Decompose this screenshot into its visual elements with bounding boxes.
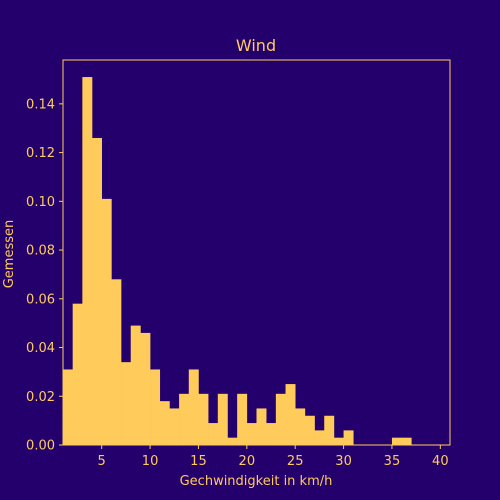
histogram-bar-29 bbox=[333, 437, 344, 445]
x-tick-label: 5 bbox=[98, 454, 106, 469]
y-tick-label: 0.04 bbox=[26, 341, 55, 356]
x-axis-label: Gechwindigkeit in km/h bbox=[180, 474, 333, 489]
y-tick-label: 0.12 bbox=[26, 146, 55, 161]
histogram-bar-14 bbox=[188, 369, 199, 445]
histogram-bar-27 bbox=[314, 430, 325, 445]
y-axis-ticks: 0.00 0.02 0.04 0.06 0.08 0.10 0.12 0.14 bbox=[26, 97, 63, 454]
histogram-bar-3 bbox=[82, 77, 93, 446]
histogram-bar-1 bbox=[63, 369, 73, 445]
x-tick-label: 25 bbox=[287, 454, 304, 469]
histogram-bar-9 bbox=[140, 332, 151, 445]
histogram-bar-18 bbox=[227, 437, 238, 445]
histogram-bar-8 bbox=[130, 325, 141, 445]
histogram-bar-5 bbox=[101, 198, 112, 445]
histogram-bar-35 bbox=[391, 437, 402, 445]
x-tick-label: 20 bbox=[239, 454, 256, 469]
histogram-bar-24 bbox=[285, 384, 296, 445]
histogram-bar-20 bbox=[246, 423, 257, 445]
histogram-bar-36 bbox=[401, 437, 412, 445]
y-axis-label: Gemessen bbox=[2, 220, 17, 289]
histogram-bar-6 bbox=[111, 279, 122, 445]
histogram-bar-22 bbox=[266, 423, 277, 445]
histogram-bar-7 bbox=[121, 362, 132, 445]
histogram-bar-16 bbox=[208, 423, 219, 445]
histogram-bar-12 bbox=[169, 408, 180, 445]
y-tick-label: 0.00 bbox=[26, 439, 55, 454]
y-tick-label: 0.02 bbox=[26, 390, 55, 405]
y-tick-label: 0.10 bbox=[26, 195, 55, 210]
histogram-bar-19 bbox=[237, 393, 248, 445]
x-tick-label: 10 bbox=[142, 454, 159, 469]
histogram-bars bbox=[63, 77, 412, 446]
y-tick-label: 0.06 bbox=[26, 292, 55, 307]
x-tick-label: 40 bbox=[432, 454, 449, 469]
histogram-bar-10 bbox=[150, 369, 161, 445]
histogram-bar-4 bbox=[92, 137, 102, 446]
x-tick-label: 30 bbox=[335, 454, 352, 469]
histogram-bar-21 bbox=[256, 408, 267, 445]
histogram-bar-2 bbox=[72, 303, 83, 445]
y-tick-label: 0.08 bbox=[26, 244, 55, 259]
chart-title: Wind bbox=[236, 36, 276, 55]
histogram-bar-17 bbox=[217, 393, 228, 445]
x-tick-label: 15 bbox=[190, 454, 207, 469]
x-axis-ticks: 5 10 15 20 25 30 35 40 bbox=[98, 445, 449, 469]
y-tick-label: 0.14 bbox=[26, 97, 55, 112]
histogram-bar-25 bbox=[295, 408, 306, 445]
histogram-bar-13 bbox=[179, 393, 190, 445]
histogram-bar-26 bbox=[304, 415, 315, 445]
histogram-bar-11 bbox=[159, 401, 170, 445]
histogram-bar-23 bbox=[275, 393, 286, 445]
plot-frame bbox=[62, 59, 451, 446]
histogram-bar-30 bbox=[343, 430, 354, 445]
histogram-bar-28 bbox=[324, 415, 335, 445]
histogram-bar-15 bbox=[198, 393, 209, 445]
x-tick-label: 35 bbox=[384, 454, 401, 469]
